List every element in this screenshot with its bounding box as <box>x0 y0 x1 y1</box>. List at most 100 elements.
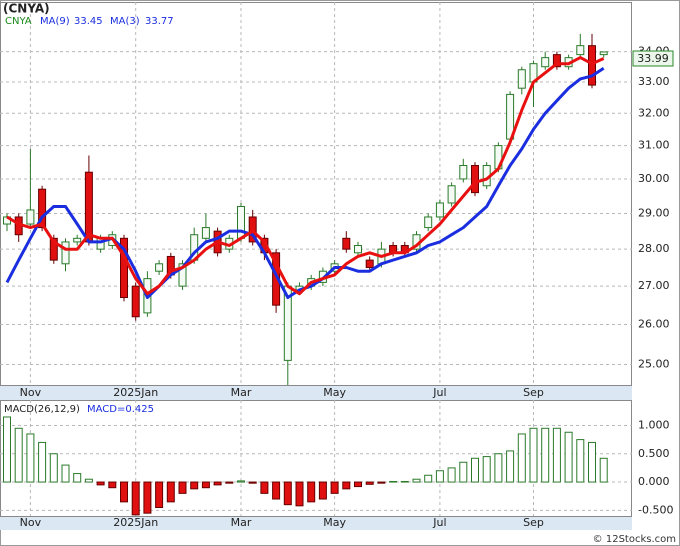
bar <box>576 439 585 483</box>
bar <box>108 481 117 489</box>
y-tick-label: 26.00 <box>638 318 670 331</box>
bar <box>26 433 35 483</box>
candle-body <box>354 245 362 254</box>
bar <box>529 427 538 483</box>
last-price: 33.99 <box>637 52 669 65</box>
candle-body <box>248 216 257 243</box>
bar <box>412 478 421 483</box>
x-tick-label: 2025Jan <box>113 386 158 399</box>
candle-body <box>517 69 526 89</box>
bar <box>178 481 187 494</box>
candle-body <box>73 237 82 243</box>
bar <box>61 464 70 483</box>
candle-body <box>201 227 210 239</box>
x-tick-label: Nov <box>20 516 42 529</box>
candle-body <box>424 216 433 229</box>
bar <box>552 427 561 483</box>
bar <box>564 431 573 483</box>
bar <box>482 456 491 483</box>
x-tick-label: Mar <box>231 386 252 399</box>
bar <box>190 481 199 490</box>
bar <box>459 461 468 483</box>
bar <box>342 481 351 490</box>
y-tick-label: 31.00 <box>638 139 670 152</box>
bar <box>517 433 526 483</box>
x-tick-label: 2025Jan <box>113 516 158 529</box>
bar <box>365 481 374 485</box>
candle-body <box>38 188 47 229</box>
bar <box>14 427 23 483</box>
bar <box>494 453 503 483</box>
y-tick-label: 1.000 <box>638 418 670 431</box>
x-axis-band <box>0 516 632 530</box>
macd-panel <box>0 400 632 517</box>
candle-body <box>120 237 128 299</box>
bar <box>283 481 292 506</box>
x-tick-label: May <box>323 516 346 529</box>
candle-body <box>26 209 35 225</box>
y-tick-label: 29.00 <box>638 206 670 219</box>
bar <box>131 481 140 516</box>
legend-value: 33.77 <box>145 16 174 27</box>
y-tick-label: 27.00 <box>638 279 670 292</box>
candle-body <box>61 241 70 265</box>
x-axis-band <box>0 385 632 400</box>
bar <box>506 450 515 483</box>
bar <box>354 481 362 488</box>
candle-body <box>459 164 468 180</box>
candle-body <box>576 45 585 56</box>
candle-body <box>178 263 187 287</box>
y-tick-label: 0.500 <box>638 447 670 460</box>
bar <box>318 481 327 500</box>
candle-body <box>84 171 93 243</box>
y-tick-label: 0.000 <box>638 475 670 488</box>
symbol: CNYA <box>5 16 32 27</box>
x-tick-label: Jul <box>432 516 446 529</box>
y-tick-label: -0.500 <box>638 503 673 516</box>
y-tick-label: 32.00 <box>638 106 670 119</box>
ma-line <box>6 56 605 296</box>
bar <box>330 481 339 494</box>
y-tick-label: 25.00 <box>638 357 670 370</box>
bar <box>84 478 93 483</box>
bar <box>389 480 398 483</box>
candle-body <box>599 51 608 56</box>
x-tick-label: Sep <box>523 516 544 529</box>
candle-body <box>237 205 245 239</box>
legend-label: MA(9) <box>40 16 70 27</box>
candle-body <box>471 164 479 194</box>
bar <box>143 481 152 514</box>
bar <box>260 481 269 494</box>
x-tick-label: Jul <box>432 386 446 399</box>
bar <box>166 481 175 503</box>
bar <box>424 474 433 483</box>
x-tick-label: Sep <box>523 386 544 399</box>
bar <box>307 481 316 503</box>
bar <box>3 416 11 483</box>
bar <box>201 481 210 489</box>
candle-body <box>541 57 550 68</box>
candle-body <box>435 202 444 218</box>
bar <box>588 441 596 483</box>
bar <box>377 481 386 484</box>
candle-body <box>155 263 164 272</box>
bar <box>599 457 608 483</box>
candle-body <box>552 54 561 68</box>
bar <box>295 481 304 507</box>
bar <box>49 453 58 483</box>
bar <box>38 441 47 483</box>
candle-body <box>447 185 456 204</box>
candle-body <box>588 45 596 86</box>
bar <box>96 481 105 486</box>
y-tick-label: 33.00 <box>638 75 670 88</box>
candle-body <box>342 237 351 250</box>
macd-title: MACD(26,12,9) <box>4 404 80 415</box>
candle-body <box>49 237 58 261</box>
x-tick-label: Nov <box>20 386 42 399</box>
plot: 25.00 26.00 27.00 28.00 29.00 30.00 31.00 32.00… <box>0 2 673 529</box>
chart-title: (CNYA) <box>3 2 50 16</box>
macd-value: MACD=0.425 <box>87 404 154 415</box>
price-box <box>632 50 674 67</box>
y-tick-label: 30.00 <box>638 172 670 185</box>
legend-label: MA(3) <box>110 16 140 27</box>
